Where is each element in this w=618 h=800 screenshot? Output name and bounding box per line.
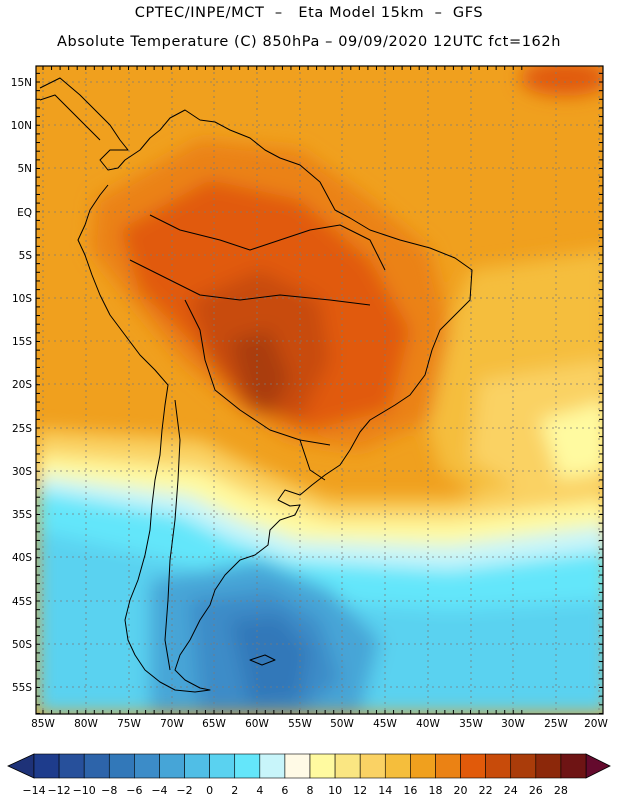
lat-label: 50S [12,639,32,651]
lon-label: 55W [288,718,312,730]
colorbar-label: −4 [151,784,167,797]
lat-label: 40S [12,552,32,564]
lon-label: 75W [117,718,141,730]
lon-label: 80W [74,718,98,730]
map-frame [35,65,604,715]
chart-subtitle: Absolute Temperature (C) 850hPa – 09/09/… [57,34,561,50]
lon-label: 40W [416,718,440,730]
colorbar-cell [535,753,562,779]
colorbar-label: 0 [206,784,213,797]
lon-label: 50W [330,718,354,730]
colorbar-cell [510,753,537,779]
lon-label: 25W [544,718,568,730]
colorbar-cell [234,753,261,779]
colorbar-cell [33,753,60,779]
lon-label: 60W [245,718,269,730]
colorbar-cell [435,753,461,779]
border-bolivia-paraguay [184,299,331,446]
colorbar-arrow-right [585,753,611,779]
colorbar-cell [284,753,311,779]
lat-label: EQ [17,207,32,219]
border-peru-brazil [129,259,371,306]
falklands [249,654,276,666]
lat-label: 15N [11,77,32,89]
colorbar-label: 4 [256,784,263,797]
colorbar-label: −12 [47,784,70,797]
colorbar-label: 6 [281,784,288,797]
central-america-coast [39,94,101,141]
lat-label: 25S [12,423,32,435]
colorbar-cell [159,753,185,779]
lat-label: 5N [17,163,32,175]
lat-label: 20S [12,379,32,391]
field-core-24 [230,330,290,415]
graticule [36,66,603,714]
colorbar-arrow-left [7,753,35,779]
border-uruguay [299,439,326,481]
colorbar-label: 10 [328,784,342,797]
colorbar-label: −6 [126,784,142,797]
lat-label: 55S [12,682,32,694]
lat-label: 30S [12,466,32,478]
lon-label: 70W [160,718,184,730]
lat-label: 35S [12,509,32,521]
colorbar-cell [309,753,336,779]
colorbar-cell [384,753,411,779]
colorbar-cell [334,753,361,779]
colorbar-label: −14 [22,784,45,797]
lat-label: 45S [12,596,32,608]
colorbar-cell [184,753,210,779]
colorbar-label: 12 [353,784,367,797]
lon-label: 85W [31,718,55,730]
continent-coastline [39,77,473,693]
lat-label: 15S [12,336,32,348]
colorbar-cell [259,753,286,779]
lon-label: 30W [501,718,525,730]
colorbar-label: 20 [454,784,468,797]
colorbar-cell [410,753,436,779]
coastlines [39,77,473,693]
colorbar-cell [460,753,486,779]
colorbar-label: −2 [176,784,192,797]
colorbar-cell [58,753,85,779]
lon-label: 20W [584,718,608,730]
colorbar-cell [134,753,160,779]
colorbar-label: 16 [403,784,417,797]
colorbar-label: 18 [428,784,442,797]
lon-label: 45W [373,718,397,730]
lat-label: 10N [11,120,32,132]
colorbar-label: −8 [101,784,117,797]
field-south-m8 [230,615,310,705]
colorbar-label: 28 [554,784,568,797]
border-north [149,214,386,271]
colorbar: −14 −12 −10 −8 −6 −4 −2 0 2 4 6 8 10 12 14 16 18 20 22 24 26… [7,753,611,797]
colorbar-label: 14 [378,784,392,797]
axis-ticks [36,66,603,714]
colorbar-label: 8 [307,784,314,797]
lat-label: 5S [19,250,33,262]
colorbar-cell [560,753,587,779]
colorbar-cell [83,753,110,779]
field-ne-hot [520,66,603,96]
colorbar-cell [359,753,386,779]
colorbar-label: 22 [479,784,493,797]
colorbar-label: −10 [73,784,96,797]
chart-title: CPTEC/INPE/MCT – Eta Model 15km – GFS [134,5,484,21]
lon-label: 65W [202,718,226,730]
border-chile-argentina [164,399,181,671]
colorbar-cell [209,753,236,779]
colorbar-label: 24 [504,784,518,797]
colorbar-cell [485,753,512,779]
lat-label: 10S [12,293,32,305]
lon-label: 35W [459,718,483,730]
colorbar-cell [108,753,135,779]
lat-axis: 15N 10N 5N EQ 5S 10S 15S 20S 25S 30S 35S… [11,77,33,694]
colorbar-label: 26 [529,784,543,797]
lon-axis: 85W 80W 75W 70W 65W 60W 55W 50W 45W 40W … [31,718,608,730]
colorbar-label: 2 [231,784,238,797]
